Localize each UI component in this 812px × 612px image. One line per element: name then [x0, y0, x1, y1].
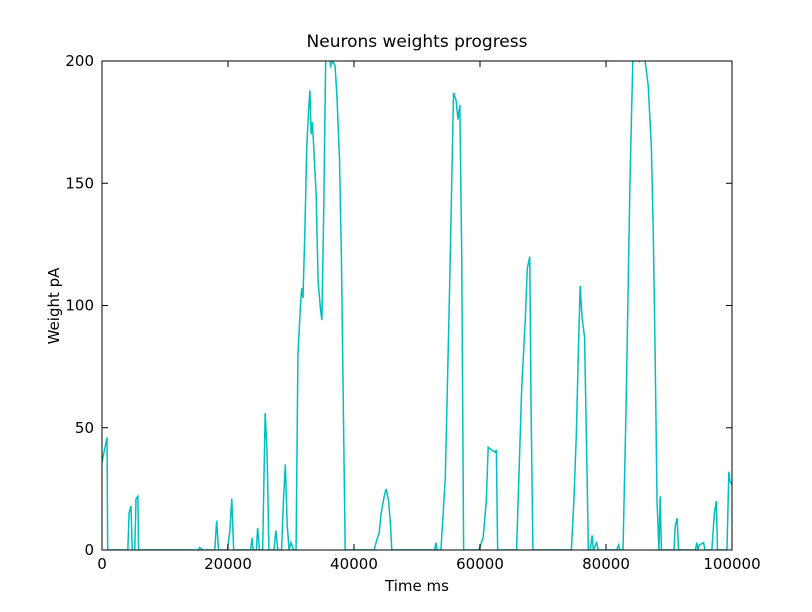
x-tick-label: 60000	[456, 555, 504, 573]
x-axis-label: Time ms	[384, 577, 449, 595]
y-tick-label: 150	[65, 174, 94, 192]
x-tick-label: 100000	[703, 555, 760, 573]
x-tick-label: 80000	[582, 555, 630, 573]
y-axis-label: Weight pA	[45, 267, 63, 345]
x-tick-label: 0	[97, 555, 107, 573]
chart-title: Neurons weights progress	[307, 32, 528, 52]
y-tick-label: 200	[65, 52, 94, 70]
y-tick-label: 100	[65, 297, 94, 315]
x-tick-label: 20000	[204, 555, 252, 573]
x-tick-label: 40000	[330, 555, 378, 573]
data-line	[102, 61, 732, 550]
plot-area	[102, 61, 732, 550]
y-tick-label: 50	[75, 419, 94, 437]
y-tick-label: 0	[84, 541, 94, 559]
